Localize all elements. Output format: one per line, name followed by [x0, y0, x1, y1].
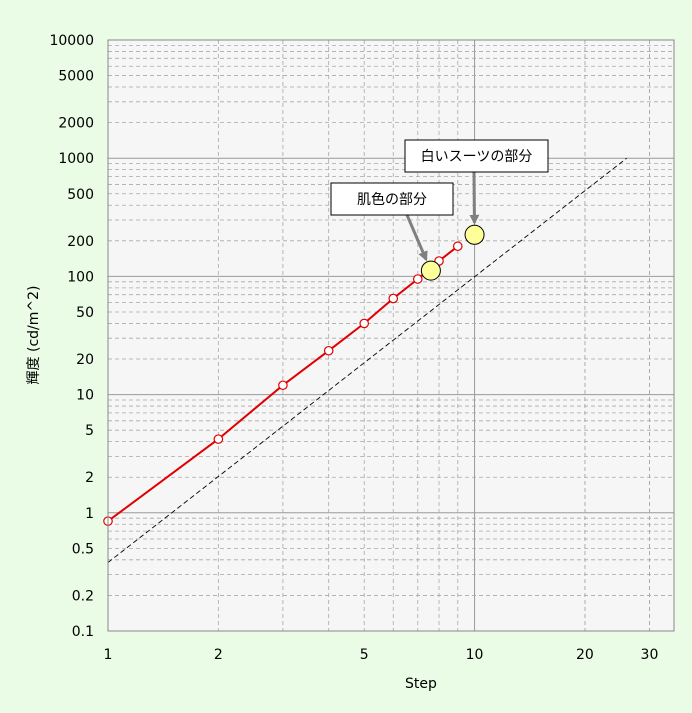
annotation-label: 白いスーツの部分 [421, 149, 533, 165]
x-axis-title: Step [405, 676, 437, 692]
data-point [454, 242, 462, 250]
x-tick-label: 30 [641, 647, 659, 663]
data-point [214, 435, 222, 443]
y-tick-label: 10000 [49, 33, 94, 49]
x-tick-label: 1 [104, 647, 113, 663]
y-tick-label: 0.1 [72, 624, 94, 640]
y-tick-label: 0.2 [72, 588, 94, 604]
y-tick-label: 200 [67, 234, 94, 250]
y-tick-label: 500 [67, 187, 94, 203]
annotation-label: 肌色の部分 [357, 191, 427, 208]
x-tick-label: 2 [214, 647, 223, 663]
data-point [324, 347, 332, 355]
data-point [389, 294, 397, 302]
y-tick-label: 0.5 [72, 541, 94, 557]
highlight-point [465, 225, 484, 244]
y-axis-title: 輝度 (cd/m^2) [26, 286, 42, 385]
data-point [360, 319, 368, 327]
x-tick-label: 5 [360, 647, 369, 663]
y-tick-label: 50 [76, 305, 94, 321]
plot-background [108, 40, 674, 631]
x-tick-label: 10 [466, 647, 484, 663]
y-tick-label: 5000 [58, 69, 94, 85]
y-tick-label: 10 [76, 388, 94, 404]
y-tick-label: 20 [76, 352, 94, 368]
x-tick-label: 20 [576, 647, 594, 663]
y-tick-label: 1 [85, 506, 94, 522]
data-point [414, 275, 422, 283]
highlight-point [421, 261, 440, 280]
y-tick-label: 5 [85, 423, 94, 439]
data-point [279, 381, 287, 389]
y-tick-label: 2 [85, 470, 94, 486]
y-tick-label: 2000 [58, 116, 94, 132]
y-tick-label: 1000 [58, 151, 94, 167]
y-tick-label: 100 [67, 269, 94, 285]
